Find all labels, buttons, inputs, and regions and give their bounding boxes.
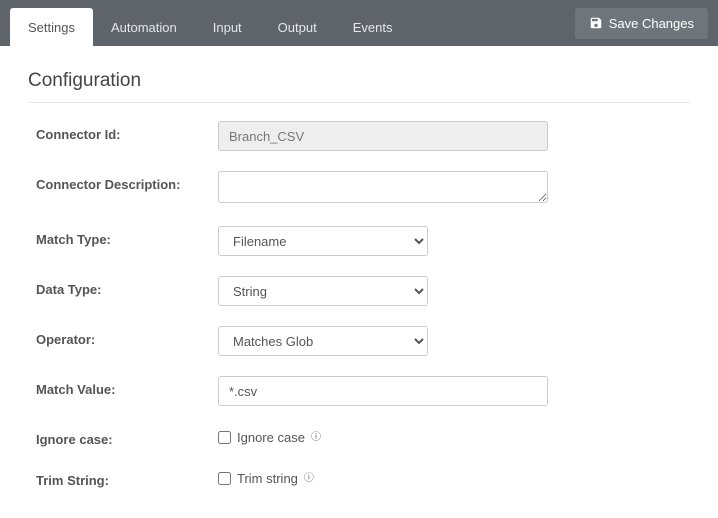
label-ignore-case: Ignore case: [28,426,218,447]
save-icon [589,16,603,30]
ignore-case-wrapper[interactable]: Ignore case ⓘ [218,426,321,445]
content-area: Configuration Connector Id: Branch_CSV C… [0,46,718,518]
row-connector-id: Connector Id: Branch_CSV [28,121,690,151]
row-connector-description: Connector Description: [28,171,690,206]
connector-id-field: Branch_CSV [218,121,548,151]
row-match-type: Match Type: Filename [28,226,690,256]
label-operator: Operator: [28,326,218,347]
ignore-case-checkbox[interactable] [218,431,231,444]
section-divider [28,102,690,103]
label-connector-id: Connector Id: [28,121,218,142]
label-match-value: Match Value: [28,376,218,397]
operator-select[interactable]: Matches Glob [218,326,428,356]
match-value-field[interactable] [218,376,548,406]
data-type-select[interactable]: String [218,276,428,306]
label-connector-description: Connector Description: [28,171,218,192]
tab-automation[interactable]: Automation [93,8,195,46]
ignore-case-checkbox-label: Ignore case [237,430,305,445]
label-match-type: Match Type: [28,226,218,247]
label-data-type: Data Type: [28,276,218,297]
row-operator: Operator: Matches Glob [28,326,690,356]
trim-string-wrapper[interactable]: Trim string ⓘ [218,467,314,486]
save-changes-label: Save Changes [609,16,694,31]
save-changes-button[interactable]: Save Changes [575,8,708,39]
trim-string-checkbox-label: Trim string [237,471,298,486]
tab-input[interactable]: Input [195,8,260,46]
row-ignore-case: Ignore case: Ignore case ⓘ [28,426,690,447]
tab-strip: Settings Automation Input Output Events [0,0,410,46]
tab-output[interactable]: Output [260,8,335,46]
match-type-select[interactable]: Filename [218,226,428,256]
trim-string-checkbox[interactable] [218,472,231,485]
row-match-value: Match Value: [28,376,690,406]
tab-settings[interactable]: Settings [10,8,93,46]
connector-description-field[interactable] [218,171,548,203]
row-data-type: Data Type: String [28,276,690,306]
label-trim-string: Trim String: [28,467,218,488]
topbar: Settings Automation Input Output Events … [0,0,718,46]
section-title: Configuration [28,70,690,92]
row-trim-string: Trim String: Trim string ⓘ [28,467,690,488]
tab-events[interactable]: Events [335,8,411,46]
